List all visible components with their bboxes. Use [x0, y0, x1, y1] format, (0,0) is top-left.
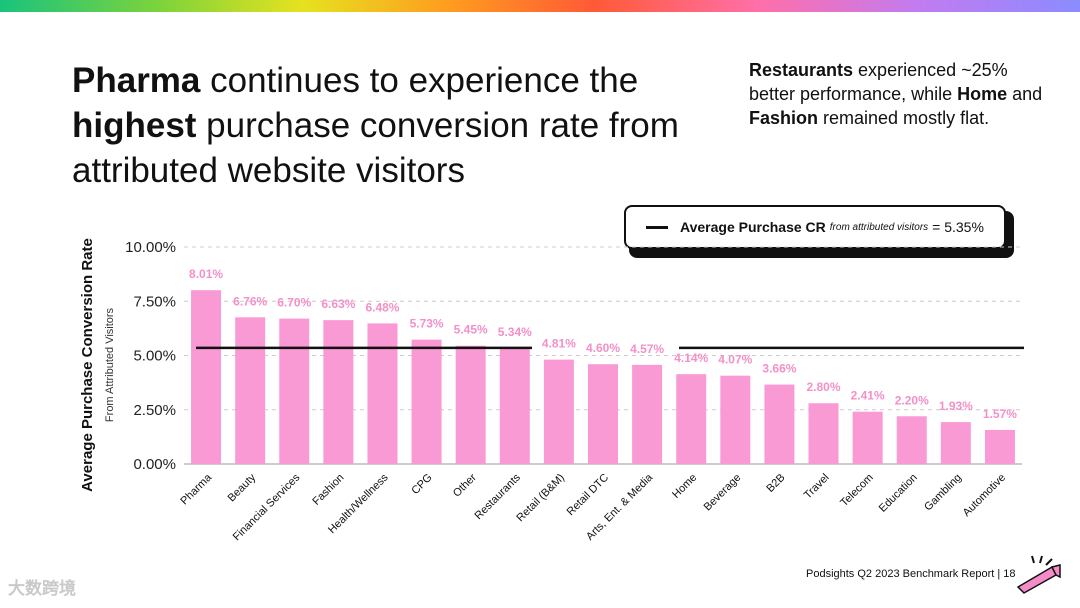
report-footer: Podsights Q2 2023 Benchmark Report | 18 — [806, 568, 1016, 580]
data-label: 2.20% — [895, 393, 929, 407]
legend-value: = 5.35% — [932, 219, 984, 235]
note-emphasis-restaurants: Restaurants — [749, 60, 854, 80]
slide-headline: Pharma continues to experience the highe… — [72, 58, 732, 193]
category-label: Fashion — [310, 472, 346, 508]
category-label: Gambling — [922, 472, 964, 514]
note-emphasis-home: Home — [957, 84, 1008, 104]
note-emphasis-fashion: Fashion — [749, 108, 819, 128]
y-tick-label: 0.00% — [133, 456, 176, 473]
bar — [808, 403, 839, 464]
bar — [499, 348, 530, 464]
legend-label: Average Purchase CR — [680, 219, 826, 235]
category-label: Telecom — [838, 472, 875, 509]
y-tick-label: 5.00% — [133, 348, 176, 365]
category-label: Pharma — [178, 471, 214, 507]
bar — [588, 364, 618, 464]
bar — [367, 323, 398, 464]
y-tick-label: 7.50% — [133, 293, 176, 310]
category-label: Retail DTC — [565, 472, 612, 519]
category-label: Retail (B&M) — [514, 472, 567, 525]
bar — [720, 375, 751, 464]
category-label: Education — [877, 472, 920, 515]
bar — [896, 416, 927, 464]
average-line-swatch — [646, 225, 668, 229]
data-label: 5.73% — [410, 317, 444, 331]
data-label: 6.70% — [277, 296, 311, 310]
bar — [764, 384, 795, 464]
bar — [543, 359, 574, 464]
data-label: 4.81% — [542, 337, 576, 351]
side-note: Restaurants experienced ~25% better perf… — [749, 58, 1049, 130]
bar — [676, 374, 707, 464]
headline-emphasis-pharma: Pharma — [72, 61, 201, 100]
headline-emphasis-highest: highest — [72, 106, 197, 145]
category-label: Travel — [802, 472, 832, 502]
category-label: Automotive — [961, 472, 1008, 519]
note-text-2: and — [1007, 84, 1043, 104]
bar — [191, 290, 222, 464]
bar — [455, 345, 486, 464]
data-label: 1.93% — [939, 399, 973, 413]
y-axis-subtitle: From Attributed Visitors — [104, 307, 116, 422]
y-axis-title: Average Purchase Conversion Rate — [79, 238, 96, 492]
y-tick-label: 10.00% — [125, 239, 176, 256]
category-label: CPG — [409, 472, 434, 497]
category-label: Home — [670, 472, 699, 501]
bar — [235, 317, 266, 464]
legend-sublabel: from attributed visitors — [829, 221, 929, 233]
bar — [411, 339, 442, 464]
bar — [323, 320, 354, 464]
data-label: 5.45% — [454, 323, 488, 337]
average-legend: Average Purchase CR from attributed visi… — [624, 205, 1006, 249]
watermark-text: 大数跨境 — [8, 579, 76, 598]
data-label: 6.48% — [365, 300, 399, 314]
megaphone-icon — [1016, 555, 1061, 594]
bar-layer — [191, 290, 1015, 464]
data-label: 4.60% — [586, 341, 620, 355]
data-label: 1.57% — [983, 407, 1017, 421]
data-label: 6.76% — [233, 294, 267, 308]
data-label: 2.41% — [851, 389, 885, 403]
bar — [632, 364, 663, 464]
bar — [852, 411, 883, 464]
data-label: 4.14% — [674, 351, 708, 365]
data-label: 8.01% — [189, 267, 223, 281]
bar — [984, 429, 1015, 464]
bar — [279, 318, 310, 464]
note-text-3: remained mostly flat. — [818, 108, 990, 128]
headline-text-2: purchase conversion rate from attributed… — [72, 106, 679, 190]
category-label: Beverage — [702, 472, 744, 514]
category-label: B2B — [764, 472, 787, 495]
category-label: Other — [451, 471, 479, 499]
rainbow-header-bar — [0, 0, 1080, 12]
data-label: 3.66% — [762, 362, 796, 376]
bar — [940, 422, 971, 464]
category-label: Beauty — [226, 471, 259, 504]
data-label: 4.07% — [718, 353, 752, 367]
headline-text-1: continues to experience the — [200, 61, 639, 100]
data-label: 4.57% — [630, 342, 664, 356]
data-label: 6.63% — [321, 297, 355, 311]
note-text-1: experienced ~25% better performance, whi… — [749, 60, 1008, 104]
y-tick-label: 2.50% — [133, 402, 176, 419]
data-label: 2.80% — [807, 380, 841, 394]
data-label: 5.34% — [498, 325, 532, 339]
data-label-layer: 8.01% 6.76% 6.70% 6.63% 6.48% 5.73% 5.45% 5.34%… — [189, 267, 1017, 421]
